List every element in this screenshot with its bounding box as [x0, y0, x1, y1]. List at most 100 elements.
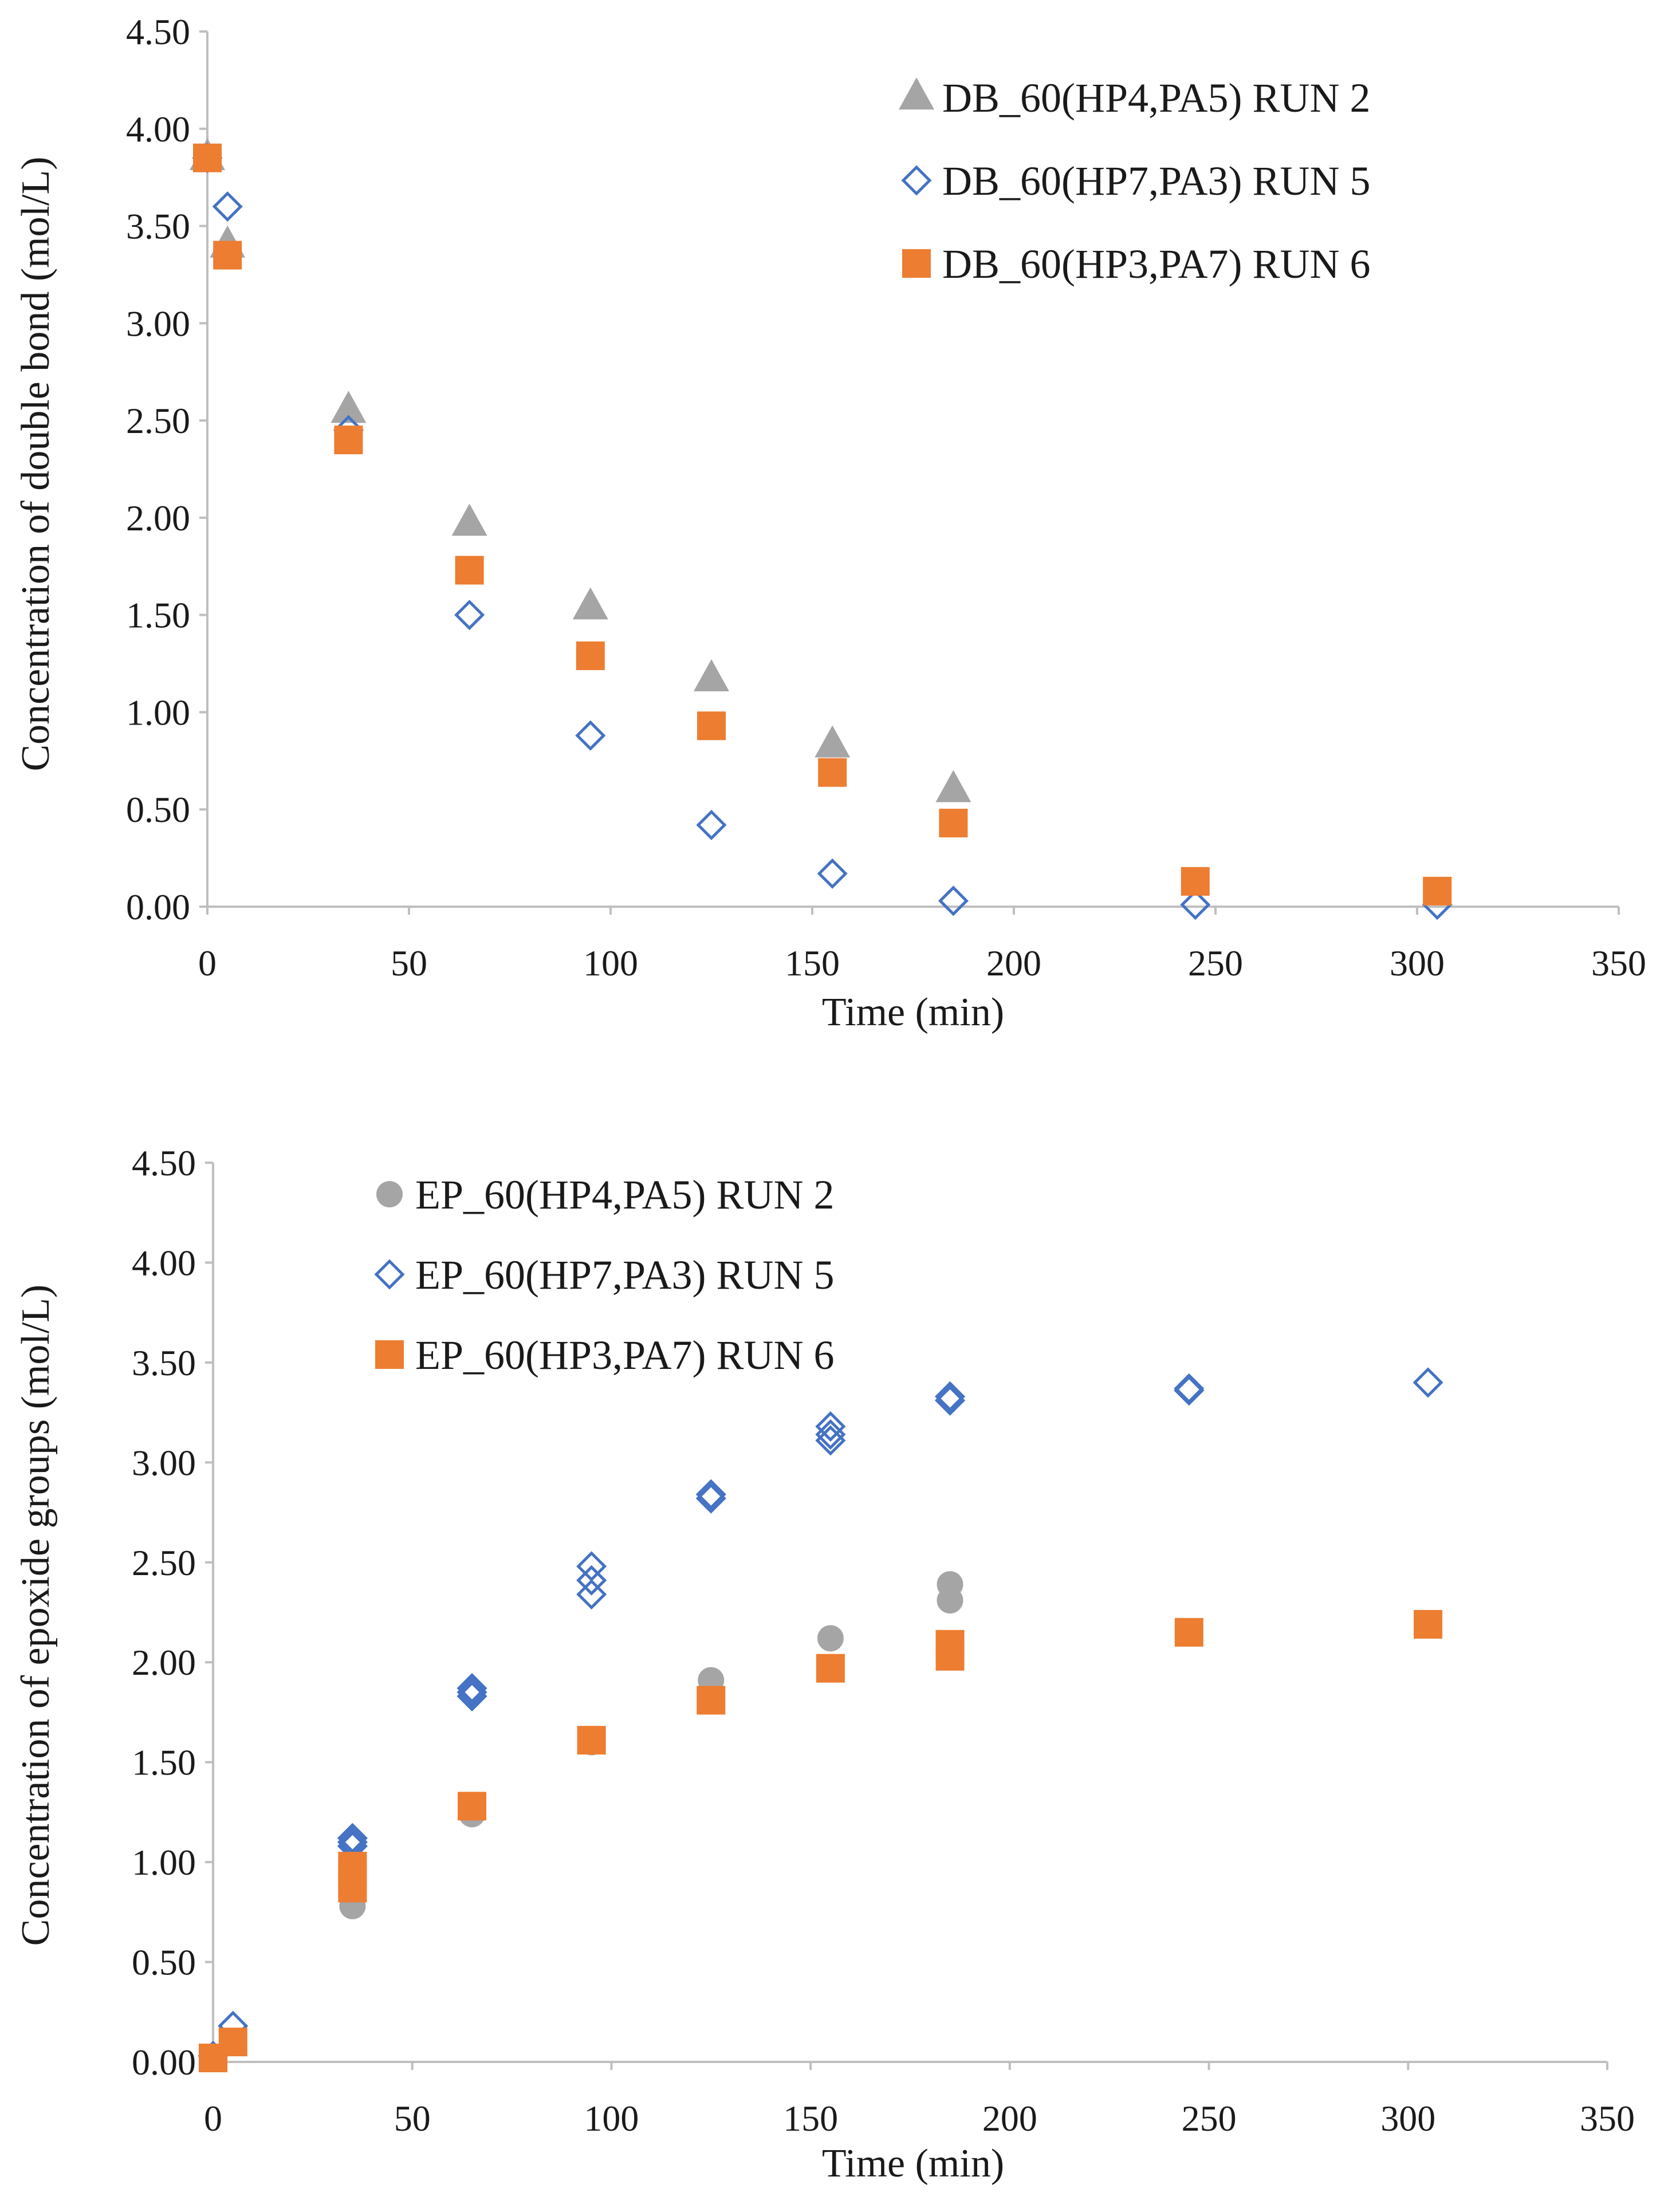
chart1-series-1-point: [572, 587, 608, 620]
chart2-series-2-point: [576, 1565, 607, 1596]
chart1-series-2-point: [454, 600, 485, 631]
chart2-y-tick-label: 2.00: [132, 1642, 196, 1683]
chart2-series-2-point: [576, 1551, 607, 1582]
chart1-series-2-point: [212, 191, 243, 222]
chart1-x-tick-label: 150: [785, 943, 840, 983]
chart1-series-1-point: [451, 503, 487, 536]
chart1-series-3-point: [334, 426, 363, 455]
chart-epoxide-groups: Concentration of epoxide groups (mol/L) …: [14, 1143, 1635, 2186]
chart2-series-2-point: [815, 1411, 846, 1442]
chart2-series-2-point: [695, 1483, 726, 1514]
chart1-series-3-point: [213, 241, 242, 270]
chart2-y-tick-label: 4.00: [132, 1242, 196, 1283]
chart2-y-tick-label: 0.50: [132, 1942, 196, 1983]
chart2-legend: EP_60(HP4,PA5) RUN 2 EP_60(HP7,PA3) RUN 5…: [374, 1172, 834, 1378]
chart-double-bond: Concentration of double bond (mol/L) Tim…: [14, 11, 1646, 1034]
chart2-series-2-point: [935, 1385, 966, 1416]
chart1-y-tick-label: 4.00: [126, 109, 190, 149]
chart2-x-tick-label: 350: [1580, 2098, 1635, 2139]
chart1-x-tick-label: 200: [986, 943, 1041, 983]
chart1-series-3-point: [697, 711, 726, 741]
chart1-x-tick-label: 250: [1188, 943, 1243, 983]
chart1-series-2-point: [696, 809, 727, 840]
chart2-series-3-point: [218, 2028, 247, 2057]
chart1-series-3-point: [455, 556, 484, 585]
chart2-x-tick-label: 250: [1182, 2098, 1237, 2139]
chart2-legend-label-1: EP_60(HP4,PA5) RUN 2: [415, 1172, 834, 1218]
chart1-y-tick-label: 4.50: [126, 11, 190, 52]
chart1-series-3-point: [1423, 876, 1452, 906]
chart1-series-3-point: [193, 143, 222, 172]
chart1-series-1-point: [331, 391, 367, 423]
chart2-y-tick-label: 0.00: [132, 2042, 196, 2083]
chart1-series-1-point: [935, 770, 971, 802]
chart2-x-axis-title: Time (min): [822, 2142, 1004, 2186]
chart1-y-axis-title: Concentration of double bond (mol/L): [14, 156, 58, 771]
chart2-x-tick-label: 0: [204, 2098, 222, 2139]
chart2-series-2-point: [457, 1677, 487, 1708]
chart1-y-tick-label: 3.00: [126, 303, 190, 344]
chart1-series-2-point: [575, 720, 606, 751]
chart2-series-3-point: [1174, 1617, 1203, 1647]
chart1-series-1-point: [815, 725, 851, 758]
chart1-legend: DB_60(HP4,PA5) RUN 2 DB_60(HP7,PA3) RUN 5…: [899, 75, 1370, 287]
chart2-series-3-point: [577, 1726, 606, 1755]
chart1-x-tick-label: 350: [1591, 943, 1646, 983]
chart1-y-tick-label: 2.00: [126, 498, 190, 538]
chart1-x-tick-label: 300: [1390, 943, 1445, 983]
chart1-x-tick-label: 100: [583, 943, 638, 983]
chart2-legend-label-3: EP_60(HP3,PA7) RUN 6: [415, 1332, 834, 1378]
chart2-y-tick-label: 4.50: [132, 1143, 196, 1183]
chart2-legend-marker-1: [376, 1181, 403, 1207]
chart1-series-1-point: [694, 659, 729, 691]
chart2-series-3-point: [1414, 1609, 1443, 1639]
chart1-legend-label-1: DB_60(HP4,PA5) RUN 2: [942, 75, 1370, 121]
chart1-legend-marker-3: [902, 249, 931, 278]
chart2-series-2-point: [1413, 1367, 1443, 1398]
chart2-series-1: [200, 1571, 963, 2072]
chart1-x-axis-title: Time (min): [822, 990, 1004, 1034]
chart2-y-tick-label: 1.50: [132, 1742, 196, 1783]
chart1-series-2-point: [938, 885, 969, 916]
chart1-y-tick-label: 3.50: [126, 206, 190, 247]
chart1-series-2-point: [817, 858, 848, 889]
chart1-series-2-point: [1180, 889, 1211, 920]
chart2-series-1-point: [817, 1625, 844, 1652]
chart1-y-tick-label: 1.50: [126, 595, 190, 636]
chart2-series-2-point: [935, 1381, 966, 1412]
chart2-series-3-point: [697, 1686, 726, 1715]
chart2-legend-marker-2: [374, 1259, 405, 1290]
chart1-y-tick-label: 0.50: [126, 789, 190, 830]
chart2-legend-label-2: EP_60(HP7,PA3) RUN 5: [415, 1252, 834, 1298]
chart2-series-1-point: [937, 1571, 963, 1598]
chart2-x-tick-label: 300: [1380, 2098, 1435, 2139]
chart2-series-3-point: [935, 1630, 965, 1659]
chart1-series-3-point: [939, 808, 968, 837]
chart2-y-tick-label: 3.00: [132, 1442, 196, 1483]
chart2-y-axis-title: Concentration of epoxide groups (mol/L): [14, 1285, 58, 1946]
chart2-series-2-point: [1174, 1373, 1205, 1404]
chart2-x-tick-label: 150: [783, 2098, 838, 2139]
chart2-series-2-point: [815, 1425, 846, 1456]
chart1-legend-label-3: DB_60(HP3,PA7) RUN 6: [942, 241, 1370, 287]
chart1-y-tick-label: 2.50: [126, 400, 190, 441]
chart1-y-tick-label: 0.00: [126, 887, 190, 927]
chart2-y-tick-label: 3.50: [132, 1343, 196, 1383]
chart2-series-2: [198, 1367, 1443, 2072]
chart2-series-3-point: [458, 1792, 487, 1821]
chart2-y-tick-label: 2.50: [132, 1542, 196, 1583]
chart1-legend-marker-1: [899, 77, 934, 110]
chart2-series-3: [199, 1609, 1443, 2073]
chart1-x-tick-label: 50: [391, 943, 427, 983]
chart2-series-2-point: [457, 1673, 487, 1704]
chart2-series-3-point: [816, 1654, 845, 1683]
chart2-y-tick-label: 1.00: [132, 1842, 196, 1883]
chart2-legend-marker-3: [375, 1340, 404, 1369]
chart2-x-tick-label: 100: [584, 2098, 639, 2139]
chart2-series-3-point: [338, 1852, 367, 1881]
chart1-series-3: [193, 143, 1452, 906]
chart1-legend-label-2: DB_60(HP7,PA3) RUN 5: [942, 158, 1370, 204]
chart1-y-tick-label: 1.00: [126, 692, 190, 733]
chart1-legend-marker-2: [901, 165, 932, 196]
